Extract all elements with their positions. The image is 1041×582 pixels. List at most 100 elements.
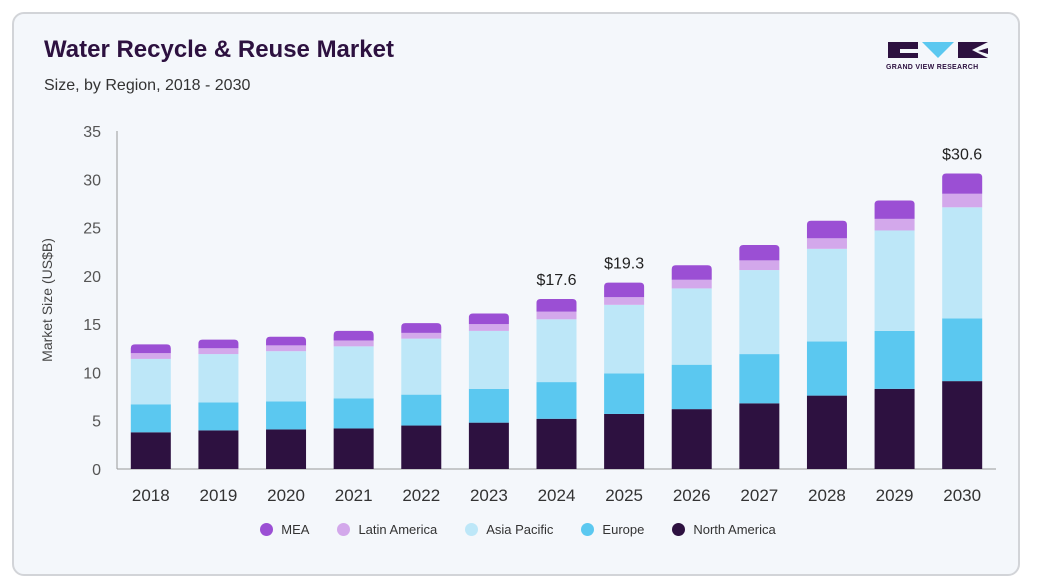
bar-segment-north-america bbox=[739, 403, 780, 469]
bar-segment-north-america bbox=[130, 432, 171, 469]
bar-segment-asia-pacific bbox=[401, 338, 442, 395]
x-tick-label: 2026 bbox=[673, 486, 711, 505]
chart-title: Water Recycle & Reuse Market bbox=[44, 36, 394, 63]
bar-segment-asia-pacific bbox=[266, 351, 307, 402]
bar-segment-latin-america bbox=[604, 297, 645, 305]
x-tick-label: 2029 bbox=[876, 486, 914, 505]
x-tick-label: 2023 bbox=[470, 486, 508, 505]
legend-label: North America bbox=[693, 522, 776, 537]
y-tick-label: 15 bbox=[83, 317, 101, 334]
data-label: $19.3 bbox=[604, 256, 644, 273]
x-tick-label: 2022 bbox=[402, 486, 440, 505]
bar-segment-latin-america bbox=[198, 348, 239, 355]
bar-segment-asia-pacific bbox=[739, 270, 780, 355]
bar-segment-mea bbox=[266, 336, 307, 346]
legend-item-mea: MEA bbox=[260, 522, 309, 537]
logo-text: GRAND VIEW RESEARCH bbox=[886, 64, 979, 71]
x-tick-label: 2024 bbox=[538, 486, 576, 505]
y-tick-label: 35 bbox=[83, 124, 101, 141]
bar-segment-mea bbox=[130, 344, 171, 354]
x-tick-label: 2018 bbox=[132, 486, 170, 505]
logo-mark-icon bbox=[888, 42, 988, 58]
bar-segment-asia-pacific bbox=[198, 354, 239, 403]
bar-segment-europe bbox=[942, 318, 983, 382]
bar-segment-north-america bbox=[198, 430, 239, 469]
bar-segment-mea bbox=[806, 220, 847, 239]
bar-segment-north-america bbox=[401, 425, 442, 469]
legend-swatch bbox=[260, 523, 274, 536]
bar-segment-latin-america bbox=[874, 218, 915, 231]
bar-segment-latin-america bbox=[401, 332, 442, 339]
bar-segment-europe bbox=[874, 330, 915, 389]
bar-segment-asia-pacific bbox=[874, 230, 915, 331]
bar-segment-europe bbox=[739, 354, 780, 404]
bar-segment-mea bbox=[333, 330, 374, 341]
legend-item-north-america: North America bbox=[672, 522, 776, 537]
data-label: $17.6 bbox=[536, 272, 576, 289]
bar-segment-europe bbox=[604, 373, 645, 414]
bar-segment-europe bbox=[130, 404, 171, 433]
bar-segment-latin-america bbox=[536, 311, 577, 320]
bar-segment-asia-pacific bbox=[536, 319, 577, 383]
bar-segment-latin-america bbox=[806, 238, 847, 249]
chart-card: Water Recycle & Reuse Market Size, by Re… bbox=[12, 12, 1020, 576]
bar-segment-asia-pacific bbox=[468, 330, 509, 389]
grand-view-research-logo: GRAND VIEW RESEARCH bbox=[886, 40, 990, 80]
bar-segment-latin-america bbox=[333, 340, 374, 347]
bar-segment-europe bbox=[806, 341, 847, 396]
legend-label: Europe bbox=[602, 522, 645, 537]
bar-segment-latin-america bbox=[468, 324, 509, 331]
bar-segment-north-america bbox=[266, 429, 307, 469]
bar-segment-mea bbox=[401, 323, 442, 333]
bar-segment-latin-america bbox=[130, 353, 171, 359]
bar-segment-europe bbox=[266, 401, 307, 430]
legend-item-latin-america: Latin America bbox=[337, 522, 437, 537]
legend-swatch bbox=[672, 523, 686, 536]
data-label: $30.6 bbox=[942, 146, 982, 163]
bar-segment-mea bbox=[671, 265, 712, 280]
bar-segment-latin-america bbox=[266, 345, 307, 352]
bar-segment-asia-pacific bbox=[806, 248, 847, 342]
bar-segment-asia-pacific bbox=[130, 358, 171, 405]
legend-swatch bbox=[337, 523, 351, 536]
bar-segment-latin-america bbox=[739, 260, 780, 271]
bar-segment-mea bbox=[604, 282, 645, 298]
legend-label: MEA bbox=[281, 522, 310, 537]
bar-segment-mea bbox=[536, 299, 577, 312]
bar-segment-europe bbox=[468, 388, 509, 423]
bar-segment-north-america bbox=[671, 409, 712, 469]
x-tick-label: 2020 bbox=[267, 486, 305, 505]
bar-segment-mea bbox=[874, 200, 915, 219]
x-tick-label: 2019 bbox=[200, 486, 238, 505]
y-tick-label: 5 bbox=[92, 414, 101, 431]
bar-segment-asia-pacific bbox=[333, 346, 374, 399]
bar-segment-north-america bbox=[333, 428, 374, 469]
bar-segment-europe bbox=[671, 364, 712, 410]
legend-item-asia-pacific: Asia Pacific bbox=[465, 522, 553, 537]
x-tick-label: 2028 bbox=[808, 486, 846, 505]
bar-segment-north-america bbox=[942, 381, 983, 469]
chart-subtitle: Size, by Region, 2018 - 2030 bbox=[44, 77, 251, 94]
bar-segment-europe bbox=[536, 382, 577, 419]
bar-segment-asia-pacific bbox=[942, 207, 983, 319]
bar-segment-north-america bbox=[536, 418, 577, 469]
bar-segment-north-america bbox=[468, 422, 509, 469]
y-tick-label: 10 bbox=[83, 365, 101, 382]
bar-segment-mea bbox=[468, 313, 509, 325]
bar-segment-north-america bbox=[604, 413, 645, 469]
bar-segment-latin-america bbox=[942, 193, 983, 208]
y-tick-label: 25 bbox=[83, 221, 101, 238]
bar-segment-mea bbox=[198, 339, 239, 349]
x-tick-label: 2027 bbox=[740, 486, 778, 505]
bar-segment-asia-pacific bbox=[604, 304, 645, 374]
legend-item-europe: Europe bbox=[581, 522, 644, 537]
chart-legend: MEA Latin America Asia Pacific Europe North … bbox=[14, 522, 1022, 537]
bar-segment-north-america bbox=[806, 395, 847, 469]
y-tick-label: 30 bbox=[83, 172, 101, 189]
bar-segment-asia-pacific bbox=[671, 288, 712, 365]
bar-segment-mea bbox=[942, 173, 983, 194]
y-tick-label: 20 bbox=[83, 269, 101, 286]
x-tick-label: 2030 bbox=[943, 486, 981, 505]
bar-segment-north-america bbox=[874, 388, 915, 469]
